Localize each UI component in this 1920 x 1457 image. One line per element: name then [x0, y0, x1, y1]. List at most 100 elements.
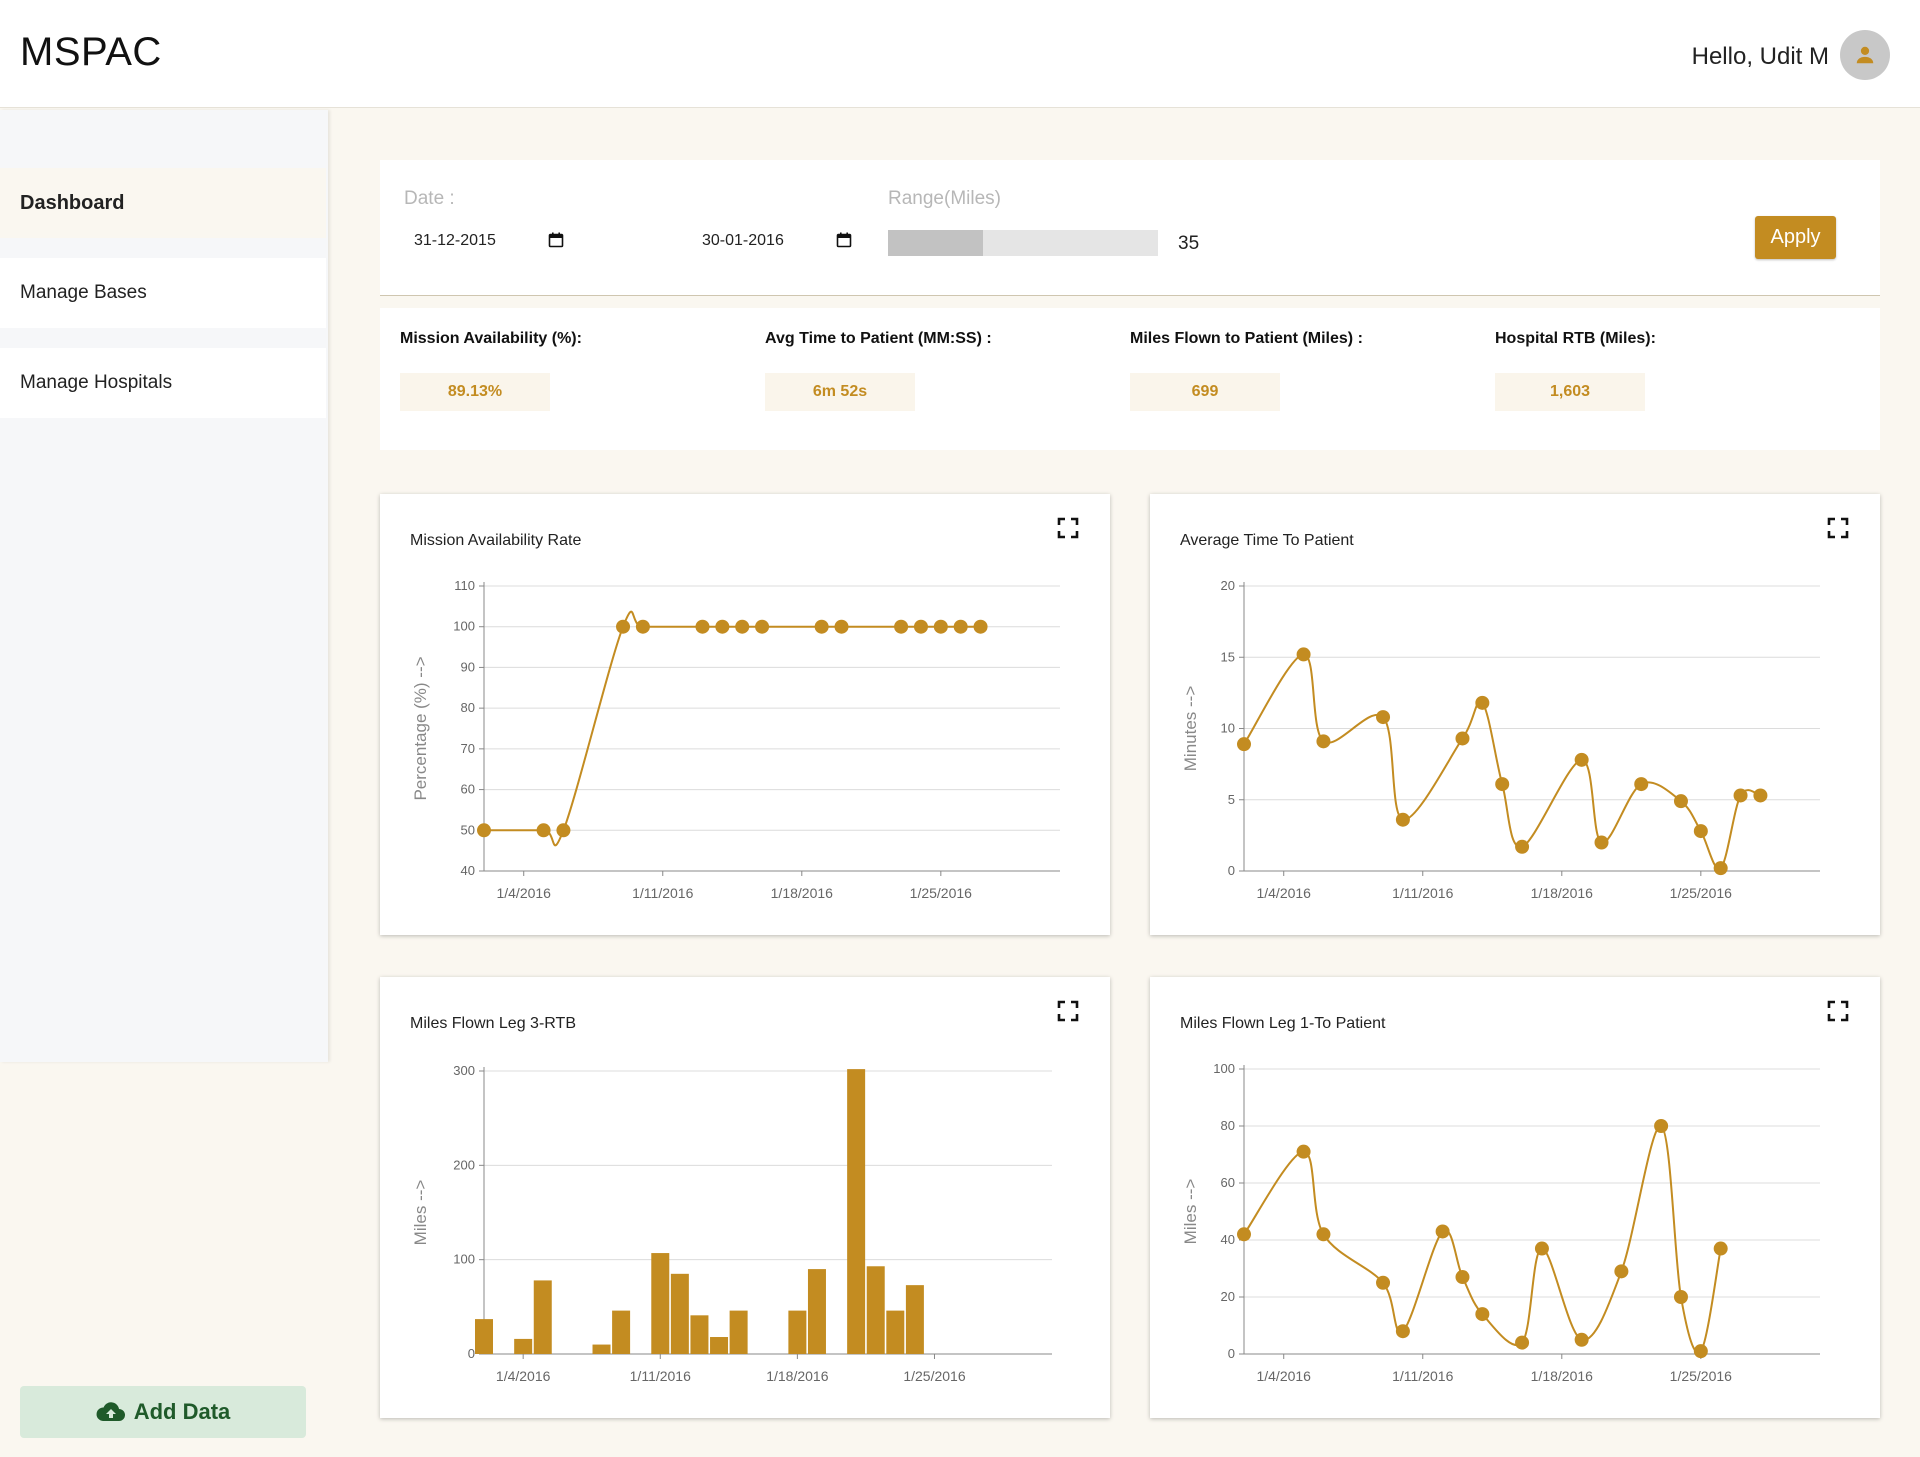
range-slider-fill	[888, 230, 983, 256]
bar	[847, 1069, 866, 1354]
sidebar-item-manage-hospitals[interactable]: Manage Hospitals	[0, 348, 326, 418]
y-tick-label: 60	[461, 782, 475, 797]
data-point	[1316, 1227, 1331, 1242]
bar	[670, 1273, 689, 1354]
leg1-to-patient-chart: 0 20 40 60 80 100 1/4/2016 1/11/2016 1/18/2016 1/…	[1181, 1061, 1820, 1384]
kpi-avg-time-label: Avg Time to Patient (MM:SS) :	[765, 330, 992, 347]
y-axis-label: Percentage (%) -->	[411, 656, 430, 800]
expand-icon[interactable]	[1826, 999, 1850, 1023]
y-tick-label: 90	[461, 659, 475, 674]
chart-title: Miles Flown Leg 3-RTB	[410, 1015, 576, 1032]
apply-button[interactable]: Apply	[1755, 216, 1836, 259]
data-point	[755, 619, 770, 634]
x-tick-label: 1/4/2016	[1256, 1368, 1311, 1384]
y-tick-label: 50	[461, 822, 475, 837]
y-tick-label: 300	[453, 1063, 475, 1078]
data-point	[973, 619, 988, 634]
data-point	[1376, 710, 1391, 725]
y-tick-label: 0	[1228, 1346, 1235, 1361]
kpi-miles-to-patient-value: 699	[1130, 373, 1280, 411]
end-date-input[interactable]: 30-01-2016	[694, 226, 854, 256]
data-point	[1376, 1275, 1391, 1290]
range-slider[interactable]	[888, 230, 1158, 256]
chart-card-mission-availability: Mission Availability Rate 40 50 60 70 80 90 10…	[380, 494, 1110, 935]
y-tick-label: 80	[1221, 1118, 1235, 1133]
chart-card-leg1-to-patient: Miles Flown Leg 1-To Patient 0 20 40 60 80 10…	[1150, 977, 1880, 1418]
start-date-input[interactable]: 31-12-2015	[406, 226, 566, 256]
end-date-value: 30-01-2016	[702, 232, 784, 249]
x-tick-label: 1/4/2016	[1256, 885, 1311, 901]
data-point	[1733, 788, 1748, 803]
series-line	[1243, 653, 1761, 870]
x-tick-label: 1/11/2016	[632, 885, 693, 901]
data-point	[1693, 1344, 1708, 1359]
y-tick-label: 20	[1221, 1289, 1235, 1304]
data-point	[894, 619, 909, 634]
x-tick-label: 1/4/2016	[496, 1368, 551, 1384]
y-tick-label: 40	[461, 863, 475, 878]
data-point	[1693, 824, 1708, 839]
data-point	[1455, 1270, 1470, 1285]
data-point	[1574, 1332, 1589, 1347]
kpi-mission-availability-label: Mission Availability (%):	[400, 330, 582, 347]
data-point	[477, 823, 491, 838]
data-point	[556, 823, 571, 838]
data-point	[1753, 788, 1768, 803]
calendar-icon[interactable]	[836, 232, 852, 248]
user-icon	[1856, 46, 1874, 64]
range-value: 35	[1178, 233, 1200, 254]
expand-icon[interactable]	[1056, 999, 1080, 1023]
start-date-value: 31-12-2015	[414, 232, 496, 249]
sidebar-item-manage-bases[interactable]: Manage Bases	[0, 258, 326, 328]
y-tick-label: 60	[1221, 1175, 1235, 1190]
kpi-miles-to-patient-label: Miles Flown to Patient (Miles) :	[1130, 330, 1363, 347]
data-point	[1435, 1224, 1450, 1239]
data-point	[695, 619, 710, 634]
x-tick-label: 1/18/2016	[1531, 885, 1593, 901]
y-tick-label: 100	[1213, 1061, 1235, 1076]
y-tick-label: 200	[453, 1157, 475, 1172]
y-axis-label: Miles -->	[411, 1180, 430, 1246]
x-tick-label: 1/25/2016	[910, 885, 972, 901]
data-point	[1296, 1144, 1311, 1159]
calendar-icon[interactable]	[548, 232, 564, 248]
bar	[533, 1280, 552, 1354]
x-tick-label: 1/11/2016	[630, 1368, 691, 1384]
x-tick-label: 1/25/2016	[1670, 885, 1732, 901]
add-data-label: Add Data	[133, 1399, 231, 1424]
bar	[514, 1338, 533, 1354]
avg-time-chart: 0 5 10 15 20 1/4/2016 1/11/2016 1/18/2016 1/25/2…	[1181, 578, 1820, 901]
chart-title: Mission Availability Rate	[410, 532, 582, 549]
expand-icon[interactable]	[1056, 516, 1080, 540]
data-point	[933, 619, 948, 634]
y-axis-label: Miles -->	[1181, 1179, 1200, 1245]
y-tick-label: 0	[1228, 863, 1235, 878]
user-greeting: Hello, Udit M	[1691, 43, 1829, 70]
y-tick-label: 110	[454, 578, 475, 593]
kpi-avg-time-value: 6m 52s	[765, 373, 915, 411]
data-point	[1614, 1264, 1629, 1279]
y-tick-label: 100	[453, 619, 475, 634]
range-label: Range(Miles)	[888, 188, 1001, 209]
data-point	[1237, 1227, 1251, 1242]
sidebar-item-dashboard[interactable]: Dashboard	[0, 168, 326, 238]
expand-icon[interactable]	[1826, 516, 1850, 540]
filter-panel	[380, 160, 1880, 296]
mission-availability-chart: 40 50 60 70 80 90 100 110 1/4/2016 1/11/2016 1/18/…	[411, 578, 1060, 901]
data-point	[1495, 777, 1510, 792]
data-point	[1395, 1324, 1410, 1339]
data-point	[1316, 734, 1331, 749]
y-tick-label: 10	[1221, 721, 1235, 736]
data-point	[536, 823, 551, 838]
data-point	[953, 619, 968, 634]
data-point	[1515, 1335, 1530, 1350]
data-point	[1515, 839, 1530, 854]
add-data-button[interactable]: Add Data	[20, 1386, 306, 1438]
bar	[690, 1315, 709, 1354]
bar	[866, 1266, 885, 1354]
y-tick-label: 40	[1221, 1232, 1235, 1247]
data-point	[1475, 695, 1490, 710]
data-point	[1475, 1307, 1490, 1322]
data-point	[1713, 1241, 1728, 1256]
avatar[interactable]	[1840, 30, 1890, 80]
